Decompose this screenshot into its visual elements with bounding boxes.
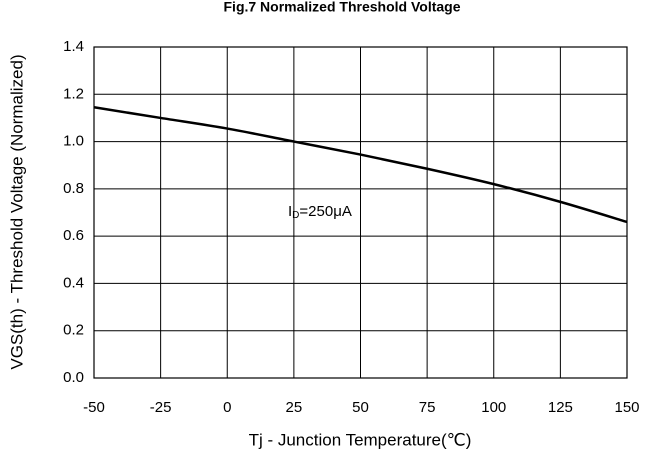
y-tick-label: 0.8 — [63, 180, 84, 197]
y-tick-label: 0.4 — [63, 274, 84, 291]
annotation-sub: D — [292, 210, 299, 221]
y-tick-label: 1.2 — [63, 85, 84, 102]
x-tick-label: 150 — [614, 399, 639, 416]
y-tick-label: 0.2 — [63, 322, 84, 339]
x-tick-label: -25 — [150, 399, 172, 416]
annotation-rest: =250μA — [299, 203, 351, 220]
x-tick-label: 25 — [286, 399, 303, 416]
y-axis-label: VGS(th) - Threshold Voltage (Normalized) — [7, 54, 26, 369]
annotation-main: I — [288, 203, 292, 220]
y-tick-label: 0.6 — [63, 227, 84, 244]
x-tick-label: 125 — [548, 399, 573, 416]
x-tick-label: 100 — [481, 399, 506, 416]
x-tick-label: 0 — [223, 399, 231, 416]
x-tick-label: -50 — [83, 399, 105, 416]
y-tick-label: 1.4 — [63, 38, 84, 55]
plot-frame — [93, 46, 628, 379]
data-line — [93, 106, 628, 224]
x-tick-label: 75 — [419, 399, 436, 416]
annotation: ID=250μA — [288, 203, 352, 221]
x-axis-label: Tj - Junction Temperature(℃) — [249, 430, 472, 449]
y-tick-label: 1.0 — [63, 133, 84, 150]
x-tick-label: 50 — [352, 399, 369, 416]
chart-title: Fig.7 Normalized Threshold Voltage — [224, 0, 461, 15]
y-tick-label: 0.0 — [63, 369, 84, 386]
